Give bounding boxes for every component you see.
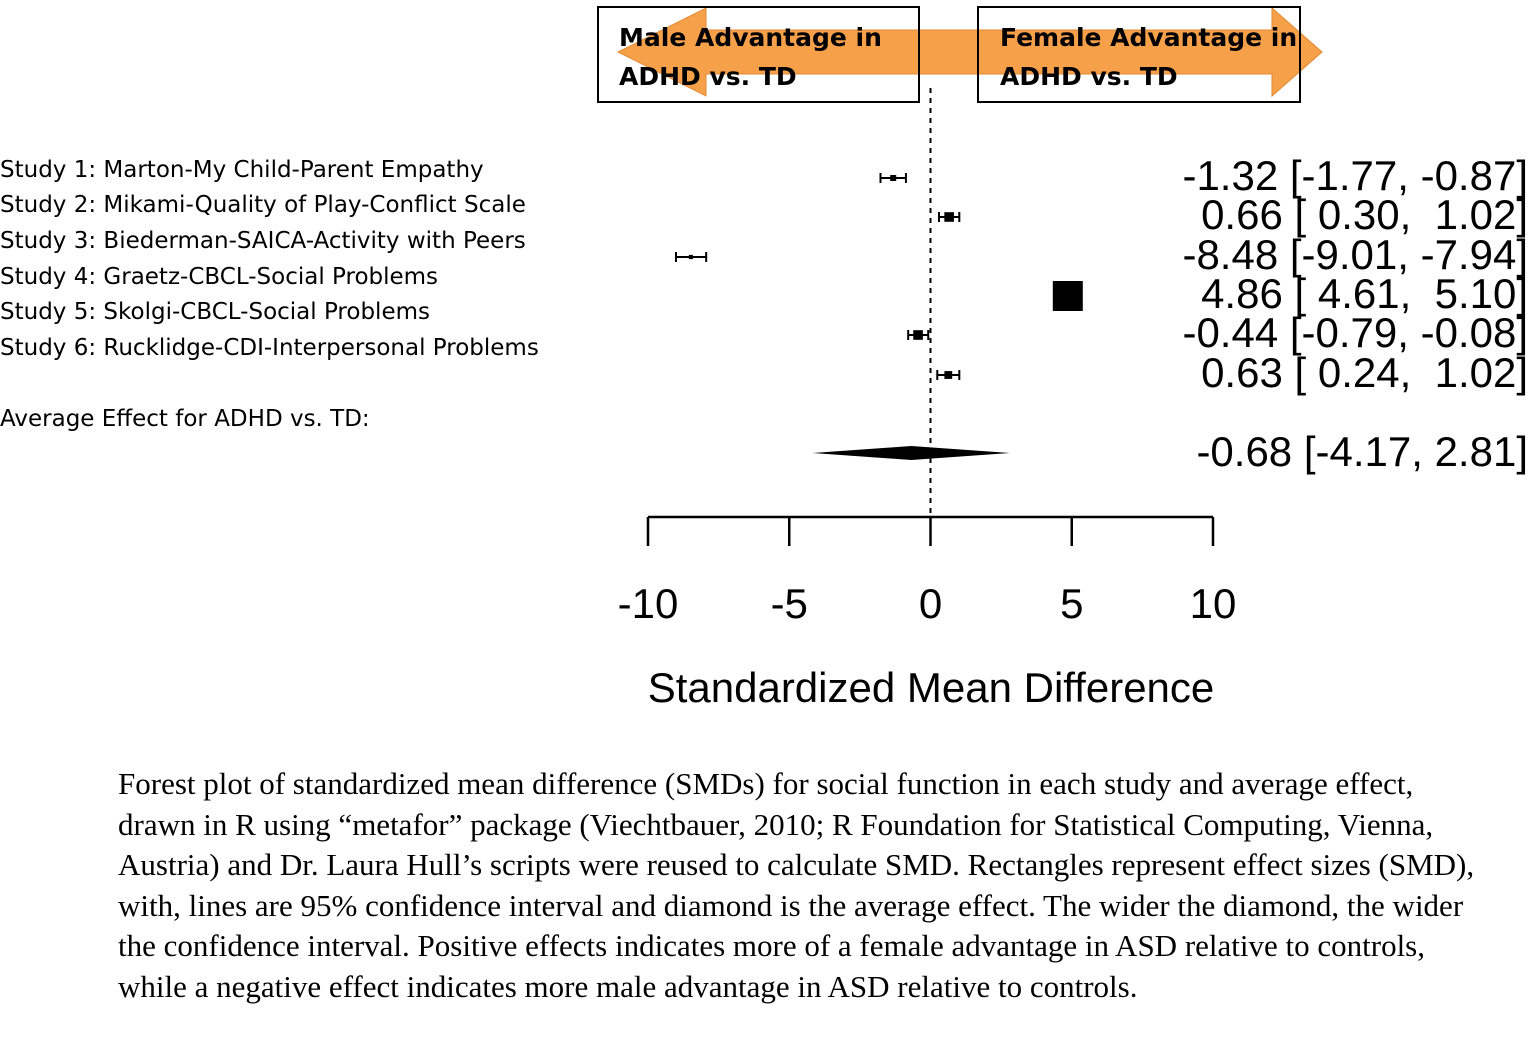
study-label: Study 5: Skolgi-CBCL-Social Problems [0,299,430,325]
x-tick-label: -5 [771,580,808,627]
figure-caption: Forest plot of standardized mean differe… [118,766,1475,1004]
ci-text: -0.44 [-0.79, -0.08] [1182,309,1528,356]
effect-size-square [944,371,953,379]
study-label: Study 2: Mikami-Quality of Play-Conflict… [0,192,526,218]
ci-text: 0.66 [ 0.30, 1.02] [1201,191,1528,238]
female-advantage-label-line2: ADHD vs. TD [1000,62,1178,91]
ci-text: -8.48 [-9.01, -7.94] [1182,231,1528,278]
x-tick-label: 5 [1060,580,1083,627]
summary-ci-text: -0.68 [-4.17, 2.81] [1196,428,1528,475]
female-advantage-label-line1: Female Advantage in [1000,23,1297,52]
effect-size-square [1052,281,1083,311]
x-tick-label: -10 [618,580,679,627]
male-advantage-label-line1: Male Advantage in [619,23,882,52]
study-label: Study 4: Graetz-CBCL-Social Problems [0,264,438,290]
forest-plot: Male Advantage in ADHD vs. TD Female Adv… [0,6,1528,711]
effect-size-square [913,330,923,340]
male-advantage-box [597,6,920,103]
effect-size-square [944,212,954,222]
male-advantage-label-line2: ADHD vs. TD [619,62,797,91]
ci-text-column: -1.32 [-1.77, -0.87] 0.66 [ 0.30, 1.02] … [1182,152,1528,475]
effect-size-square [688,254,694,260]
double-arrow-icon [616,6,1323,98]
x-axis-title: Standardized Mean Difference [648,664,1215,711]
study-labels: Study 1: Marton-My Child-Parent Empathy … [0,157,539,432]
ci-text: 0.63 [ 0.24, 1.02] [1201,349,1528,396]
effect-size-square [890,175,897,181]
summary-diamond [812,446,1010,460]
x-tick-label: 0 [919,580,942,627]
study-label: Study 1: Marton-My Child-Parent Empathy [0,157,484,183]
study-label: Study 6: Rucklidge-CDI-Interpersonal Pro… [0,335,539,361]
x-axis: -10 -5 0 5 10 [618,515,1237,627]
ci-text: 4.86 [ 4.61, 5.10] [1201,270,1528,317]
study-label: Study 3: Biederman-SAICA-Activity with P… [0,228,526,254]
x-tick-label: 10 [1190,580,1237,627]
summary-label: Average Effect for ADHD vs. TD: [0,406,370,432]
advantage-banner: Male Advantage in ADHD vs. TD Female Adv… [597,6,1323,103]
ci-text: -1.32 [-1.77, -0.87] [1182,152,1528,199]
female-advantage-box [977,6,1301,103]
study-marks [674,173,1083,380]
